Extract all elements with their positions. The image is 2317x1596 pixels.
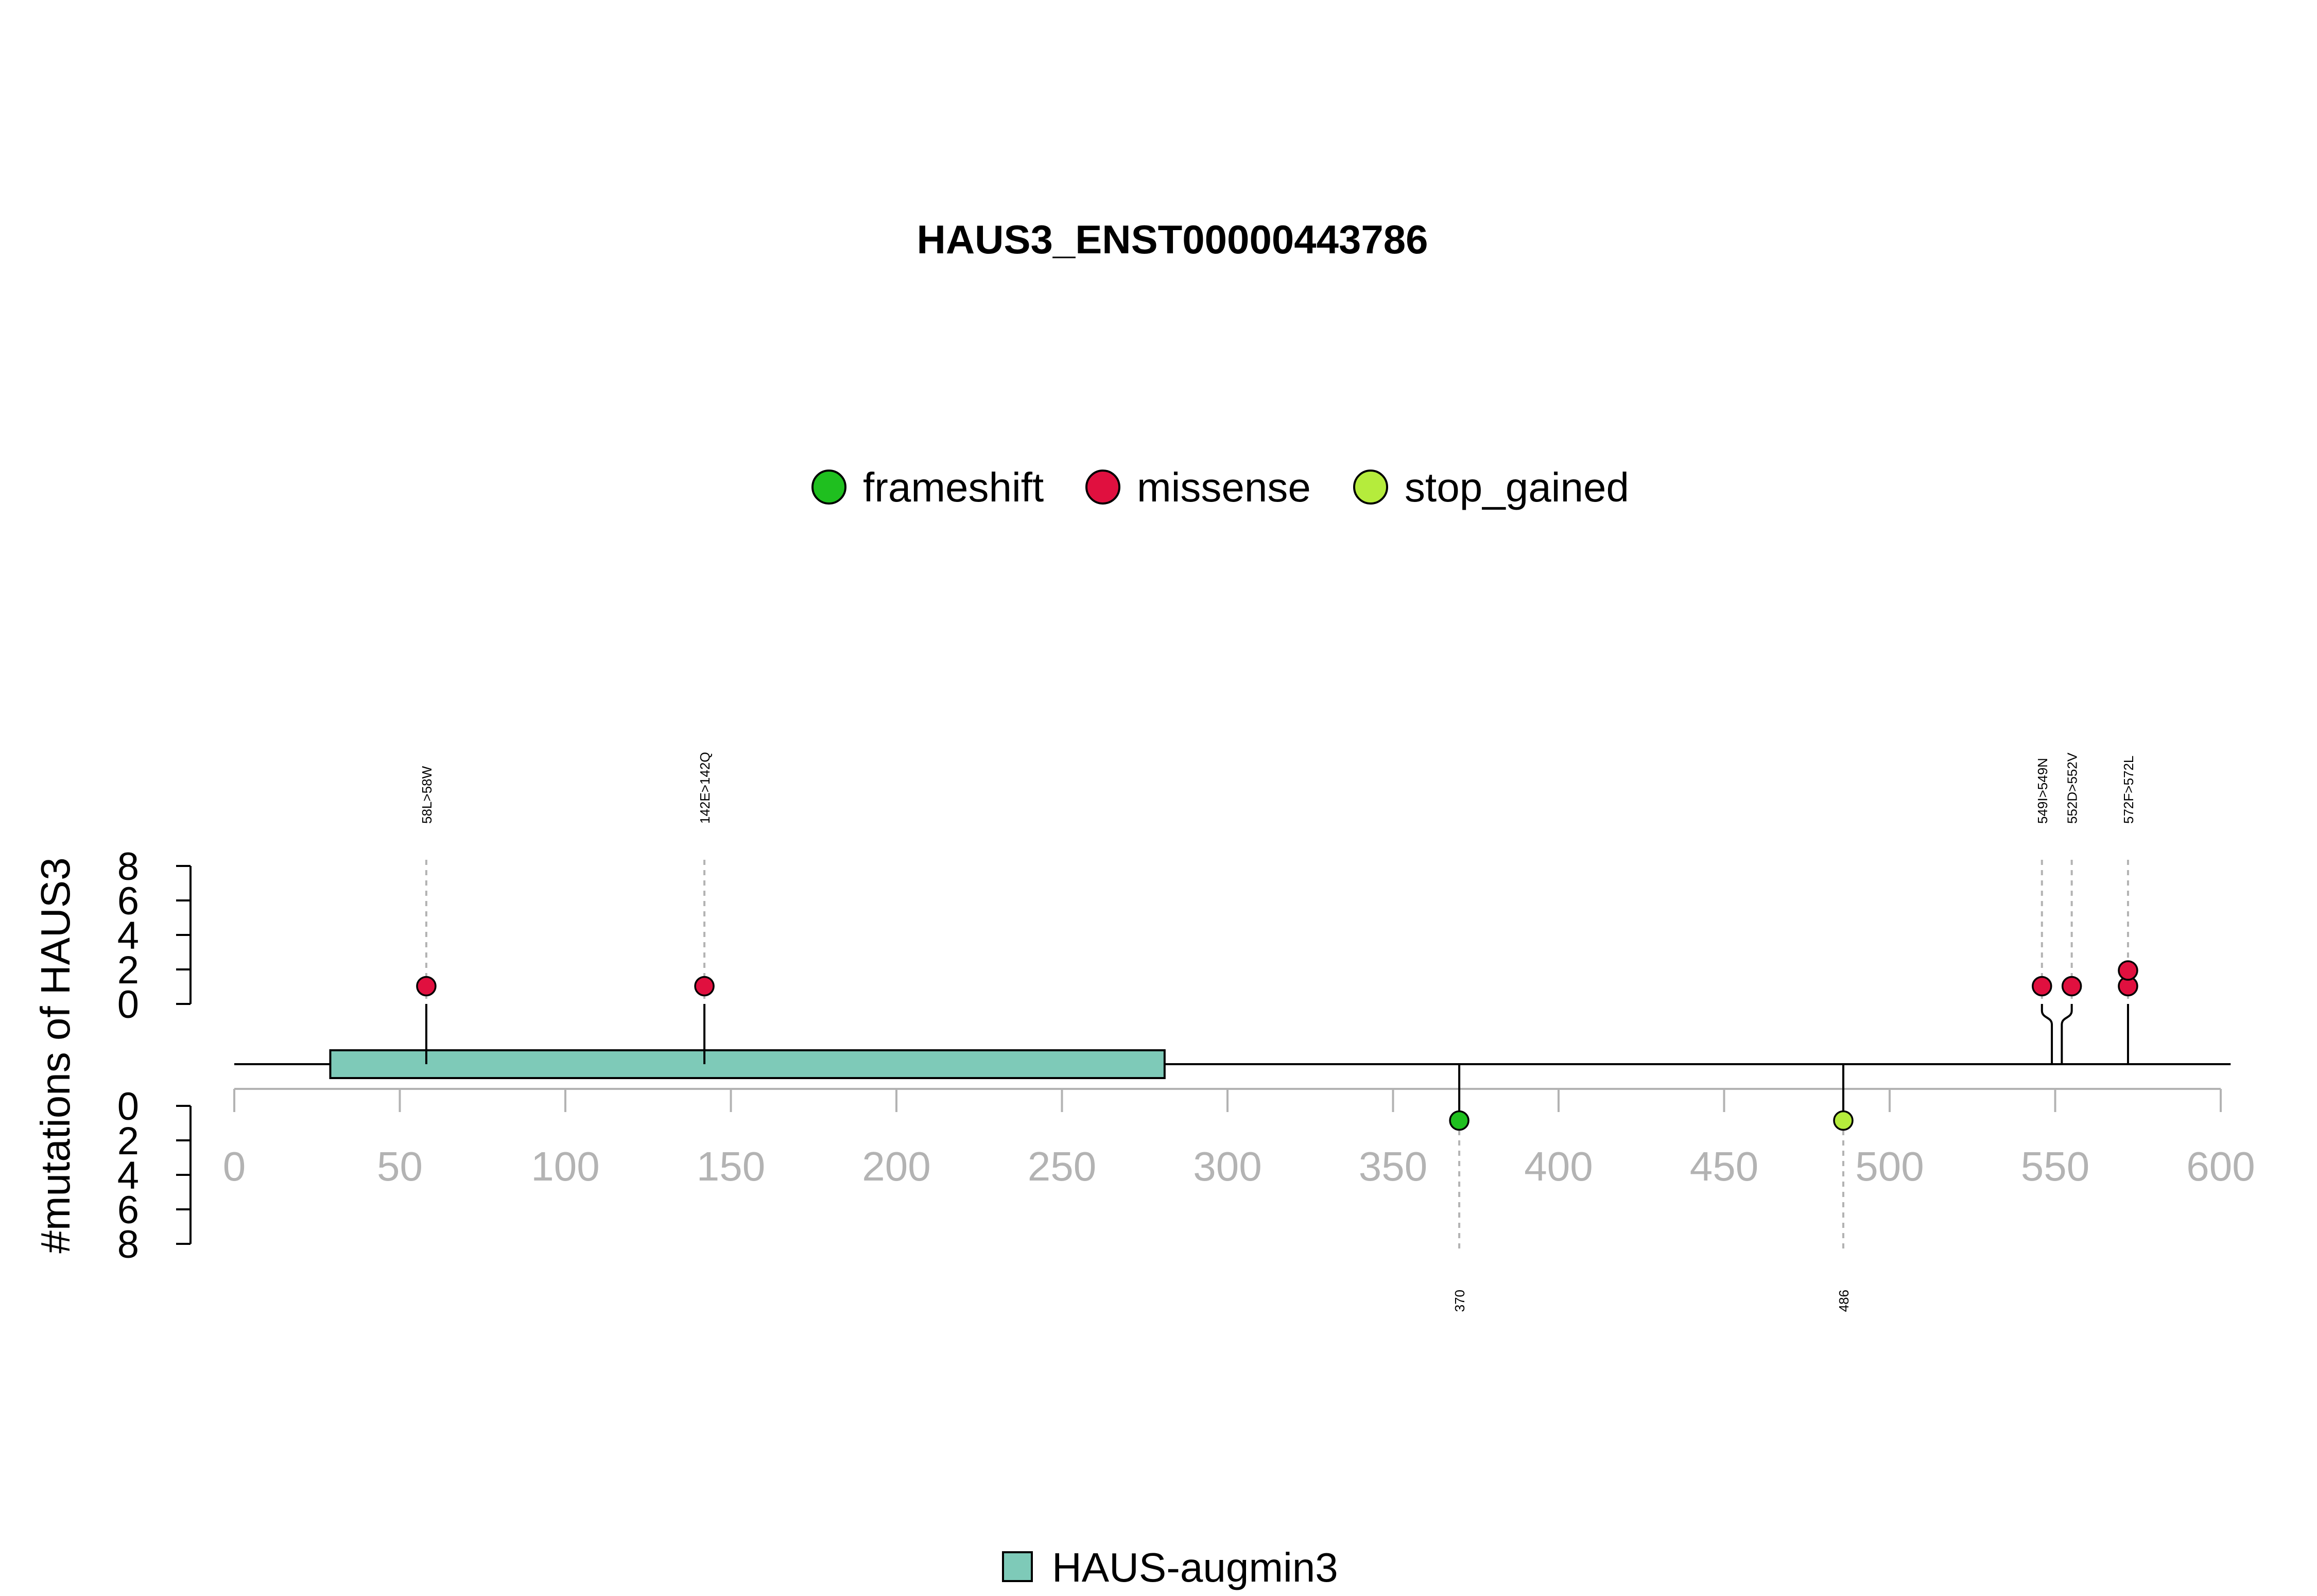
legend-item-frameshift: frameshift (811, 464, 1044, 510)
x-tick-label: 200 (862, 1143, 930, 1189)
mutation-bottom-486: 486 (1833, 1064, 1854, 1312)
mutation-top-552D>552V: 552D>552V (2061, 752, 2082, 1064)
y-tick-label-top: 6 (117, 879, 139, 923)
x-tick-label: 550 (2021, 1143, 2089, 1189)
y-tick-label-bottom: 6 (117, 1188, 139, 1232)
domain-legend-label: HAUS-augmin3 (1052, 1545, 1338, 1590)
mutation-top-142E>142Q: 142E>142Q (694, 752, 715, 1064)
x-tick-label: 50 (377, 1143, 423, 1189)
mutation-head (416, 976, 437, 997)
x-tick-label: 250 (1028, 1143, 1096, 1189)
legend-marker-frameshift (811, 470, 846, 505)
legend-label-frameshift: frameshift (863, 464, 1044, 510)
y-tick-label-top: 2 (117, 948, 139, 992)
legend-label-stop_gained: stop_gained (1405, 464, 1629, 510)
y-tick-label-top: 0 (117, 983, 139, 1027)
x-tick-label: 600 (2186, 1143, 2255, 1189)
domain-legend-item: HAUS-augmin3 (1002, 1545, 1338, 1590)
mutation-label: 552D>552V (2065, 752, 2080, 824)
y-tick-label-top: 4 (117, 914, 139, 958)
mutation-bottom-370: 370 (1449, 1064, 1469, 1312)
mutation-label: 549I>549N (2035, 758, 2050, 824)
y-tick-label-top: 8 (117, 845, 139, 889)
mutation-label: 58L>58W (419, 766, 435, 824)
legend: frameshift missense stop_gained (811, 464, 1629, 510)
mutation-head (2118, 960, 2138, 981)
mutation-head (694, 976, 715, 997)
y-tick-label-bottom: 2 (117, 1119, 139, 1163)
domain-HAUS-augmin3 (329, 1049, 1166, 1079)
mutation-top-58L>58W: 58L>58W (416, 766, 437, 1064)
mutation-head (2061, 976, 2082, 997)
x-tick-label: 300 (1193, 1143, 1261, 1189)
y-tick-label-bottom: 0 (117, 1085, 139, 1129)
domain-legend-swatch (1002, 1551, 1033, 1582)
x-tick-label: 350 (1359, 1143, 1427, 1189)
chart-title: HAUS3_ENST00000443786 (917, 217, 1428, 262)
x-axis: 0 50 100 150 200 250 300 350 400 450 500 550 600 (223, 1088, 2255, 1189)
legend-marker-missense (1085, 470, 1120, 505)
legend-item-missense: missense (1085, 464, 1311, 510)
y-axis-label: #mutations of HAUS3 (32, 857, 78, 1253)
domains (329, 1049, 1166, 1079)
mutations: 58L>58W 142E>142Q 549I>549N 552D>552V 572F>5… (416, 752, 2138, 1312)
mutation-head (1833, 1110, 1854, 1131)
x-tick-label: 450 (1690, 1143, 1758, 1189)
x-tick-label: 500 (1855, 1143, 1924, 1189)
legend-marker-stop_gained (1353, 470, 1388, 505)
x-tick-label: 100 (531, 1143, 599, 1189)
y-tick-label-bottom: 4 (117, 1154, 139, 1198)
y-tick-label-bottom: 8 (117, 1223, 139, 1267)
mutation-top-549I>549N: 549I>549N (2032, 758, 2053, 1064)
mutation-label: 486 (1836, 1290, 1852, 1312)
mutation-head (2032, 976, 2052, 997)
mutation-label: 142E>142Q (697, 752, 713, 824)
mutation-label: 572F>572L (2121, 756, 2136, 824)
legend-item-stop_gained: stop_gained (1353, 464, 1629, 510)
x-tick-label: 400 (1524, 1143, 1593, 1189)
mutation-stem (2061, 1004, 2073, 1064)
domain-legend: HAUS-augmin3 (1002, 1545, 1338, 1590)
x-tick-label: 150 (697, 1143, 765, 1189)
x-tick-label: 0 (223, 1143, 246, 1189)
mutation-stem (2041, 1004, 2053, 1064)
legend-label-missense: missense (1137, 464, 1311, 510)
mutation-label: 370 (1452, 1290, 1467, 1312)
mutation-top-572F>572L: 572F>572L (2118, 756, 2138, 1064)
mutation-head (1449, 1110, 1469, 1131)
